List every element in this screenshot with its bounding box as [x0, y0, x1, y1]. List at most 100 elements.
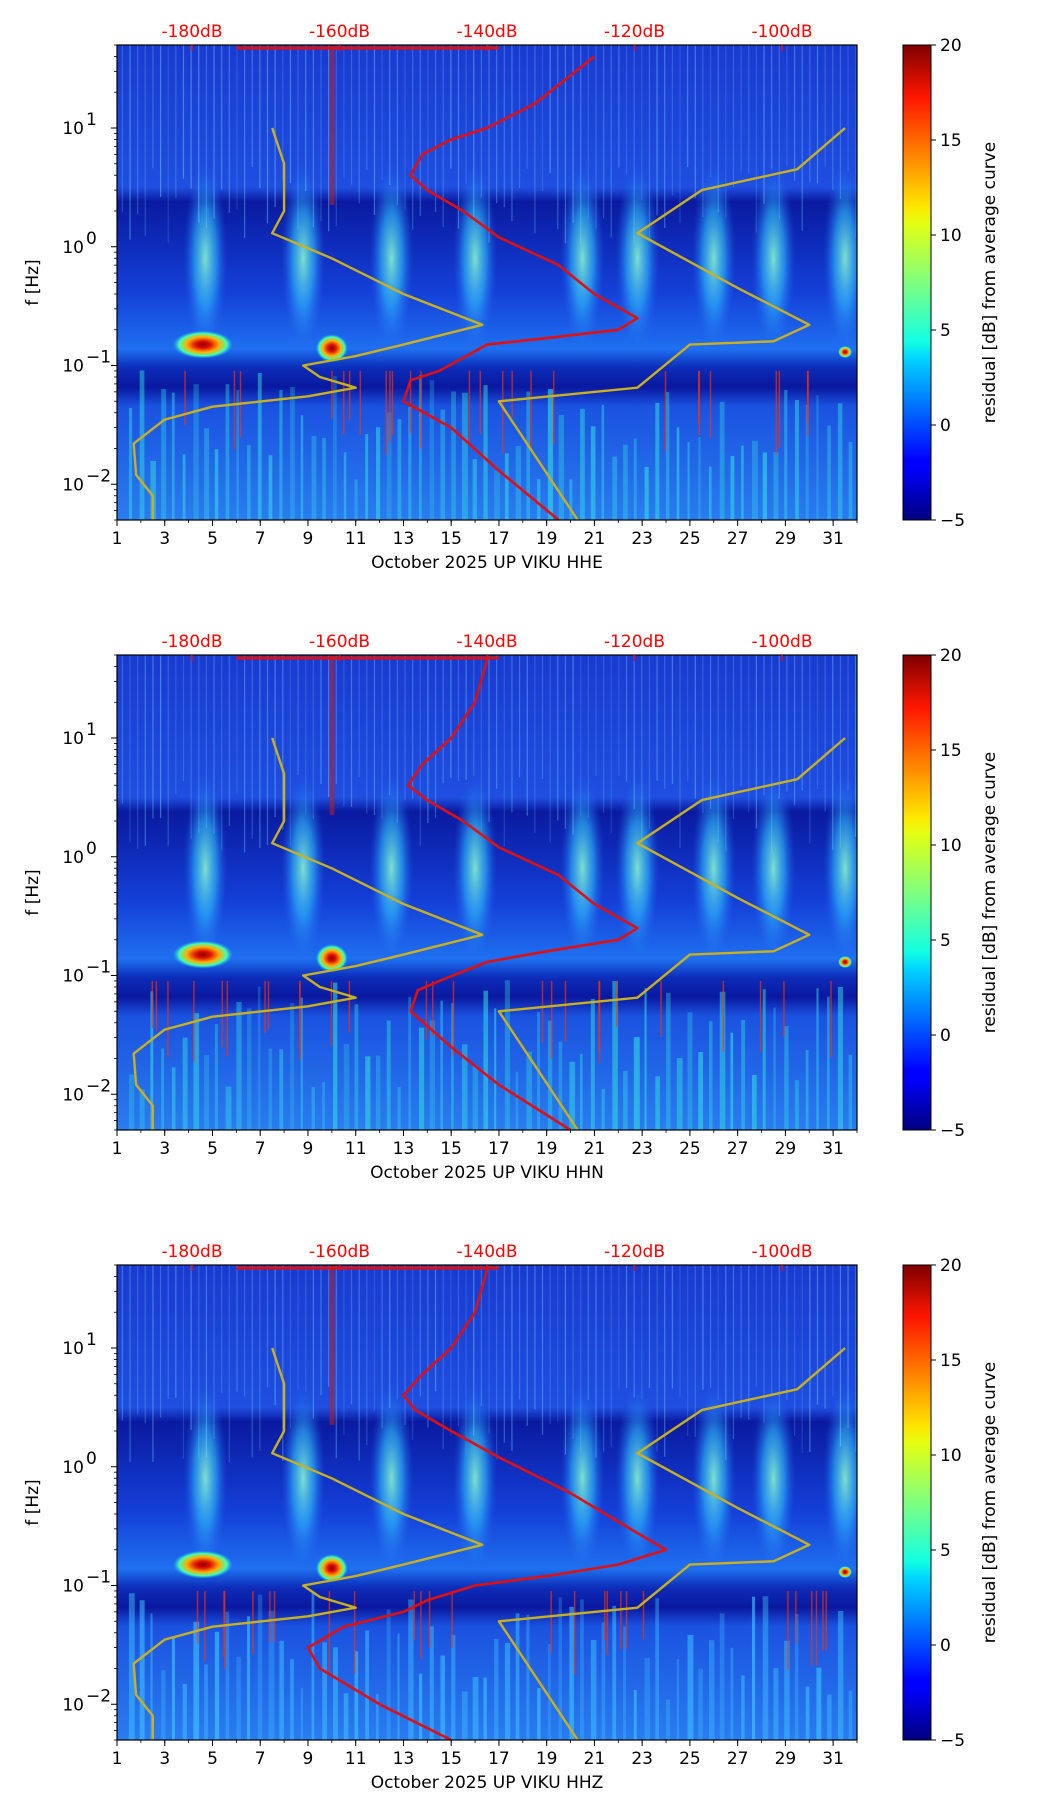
- lowfreq-column: [311, 1087, 315, 1130]
- x-tick-label: 3: [159, 1139, 170, 1159]
- lowfreq-column: [236, 1656, 241, 1740]
- transient-stripe: [694, 1265, 696, 1437]
- transient-stripe: [732, 1265, 735, 1440]
- lowfreq-column: [633, 1037, 640, 1130]
- lowfreq-column: [730, 1647, 734, 1740]
- transient-stripe: [236, 45, 238, 210]
- transient-stripe: [289, 655, 292, 847]
- transient-stripe: [633, 45, 635, 245]
- transient-stripe: [198, 45, 200, 223]
- db-scale-label: -120dB: [604, 22, 665, 42]
- transient-stripe: [595, 655, 597, 777]
- event-spike: [359, 370, 361, 435]
- transient-stripe: [503, 45, 505, 208]
- lowfreq-column: [150, 991, 154, 1130]
- lowfreq-column: [451, 1634, 456, 1740]
- microseism-plume: [560, 163, 605, 354]
- db-scale-label: -100dB: [751, 632, 812, 652]
- event-spike: [830, 980, 832, 1058]
- lowfreq-column: [794, 1080, 800, 1130]
- x-tick-label: 3: [159, 1749, 170, 1769]
- transient-stripe: [625, 45, 628, 175]
- lowfreq-column: [429, 1020, 436, 1130]
- transient-stripe: [366, 655, 368, 814]
- x-tick-label: 9: [303, 1749, 314, 1769]
- lowfreq-column: [623, 1626, 627, 1740]
- event-spike: [167, 980, 169, 1058]
- transient-stripe: [251, 655, 253, 839]
- lowfreq-column: [547, 1020, 553, 1130]
- transient-stripe: [488, 1265, 490, 1434]
- transient-stripe: [679, 1265, 681, 1397]
- lowfreq-column: [751, 440, 758, 520]
- transient-stripe: [305, 655, 307, 815]
- event-spike: [425, 980, 428, 1040]
- y-tick-label: 10: [62, 1339, 84, 1359]
- transient-stripe: [366, 45, 368, 171]
- colorbar: −5 0 5 10 15 20 residual [dB] from average cur…: [902, 1256, 1000, 1751]
- transient-stripe: [488, 45, 490, 243]
- transient-stripe: [182, 655, 185, 782]
- transient-stripe: [221, 1265, 223, 1393]
- microseism-plume: [691, 163, 736, 354]
- lowfreq-column: [526, 1614, 530, 1740]
- y-tick-label: 10: [62, 729, 84, 749]
- lowfreq-column: [214, 1024, 218, 1130]
- lowfreq-column: [150, 461, 156, 520]
- transient-stripe: [671, 45, 673, 196]
- event-spike: [722, 980, 725, 1052]
- x-tick-label: 7: [255, 529, 266, 549]
- lowfreq-column: [472, 1065, 479, 1130]
- transient-stripe: [312, 1265, 314, 1419]
- transient-stripe: [648, 655, 651, 830]
- lowfreq-column: [139, 1089, 145, 1130]
- event-spike: [553, 370, 555, 445]
- noise-model-curve: [497, 1347, 846, 1740]
- transient-stripe: [137, 655, 139, 849]
- transient-stripe: [648, 45, 651, 239]
- lowfreq-column: [193, 1013, 200, 1130]
- lowfreq-column: [687, 442, 690, 520]
- transient-stripe: [251, 45, 253, 168]
- transient-stripe: [511, 655, 513, 813]
- y-tick-label: 10: [62, 1577, 84, 1597]
- spectrogram-heatmap: [117, 45, 857, 520]
- transient-stripe: [572, 655, 574, 835]
- lowfreq-column: [590, 426, 596, 520]
- event-spike: [698, 370, 700, 436]
- lowfreq-column: [333, 1647, 338, 1740]
- lowfreq-column: [182, 1683, 187, 1740]
- transient-stripe: [855, 45, 857, 237]
- event-spike: [822, 1590, 824, 1651]
- transient-stripe: [694, 655, 696, 799]
- lowfreq-column: [418, 1673, 423, 1740]
- x-tick-label: 27: [727, 1139, 749, 1159]
- transient-stripe: [396, 655, 398, 823]
- overlay-curves: [132, 660, 846, 1130]
- transient-stripe: [641, 45, 643, 201]
- event-spike: [806, 370, 809, 421]
- transient-stripe: [763, 1265, 765, 1423]
- transient-stripe: [358, 655, 360, 778]
- lowfreq-column: [461, 1044, 468, 1130]
- transient-stripe: [687, 1265, 689, 1437]
- transient-stripe: [328, 45, 330, 232]
- x-tick-label: 23: [631, 1139, 653, 1159]
- lowfreq-column: [730, 1032, 734, 1130]
- transient-stripe: [450, 45, 452, 169]
- x-tick-label: 29: [775, 1139, 797, 1159]
- lowfreq-column: [741, 1675, 745, 1740]
- transient-stripe: [549, 45, 551, 174]
- lowfreq-column: [354, 1651, 359, 1740]
- transient-stripe: [771, 655, 773, 854]
- event-spike: [620, 1590, 622, 1650]
- transient-stripe: [274, 45, 276, 208]
- lowfreq-column: [558, 414, 565, 520]
- highfreq-band: [329, 1265, 335, 1425]
- transient-stripe: [587, 655, 589, 818]
- lowfreq-column: [676, 427, 680, 520]
- transient-stripe: [182, 45, 185, 179]
- lowfreq-column: [709, 1640, 715, 1740]
- transient-stripe: [175, 655, 177, 795]
